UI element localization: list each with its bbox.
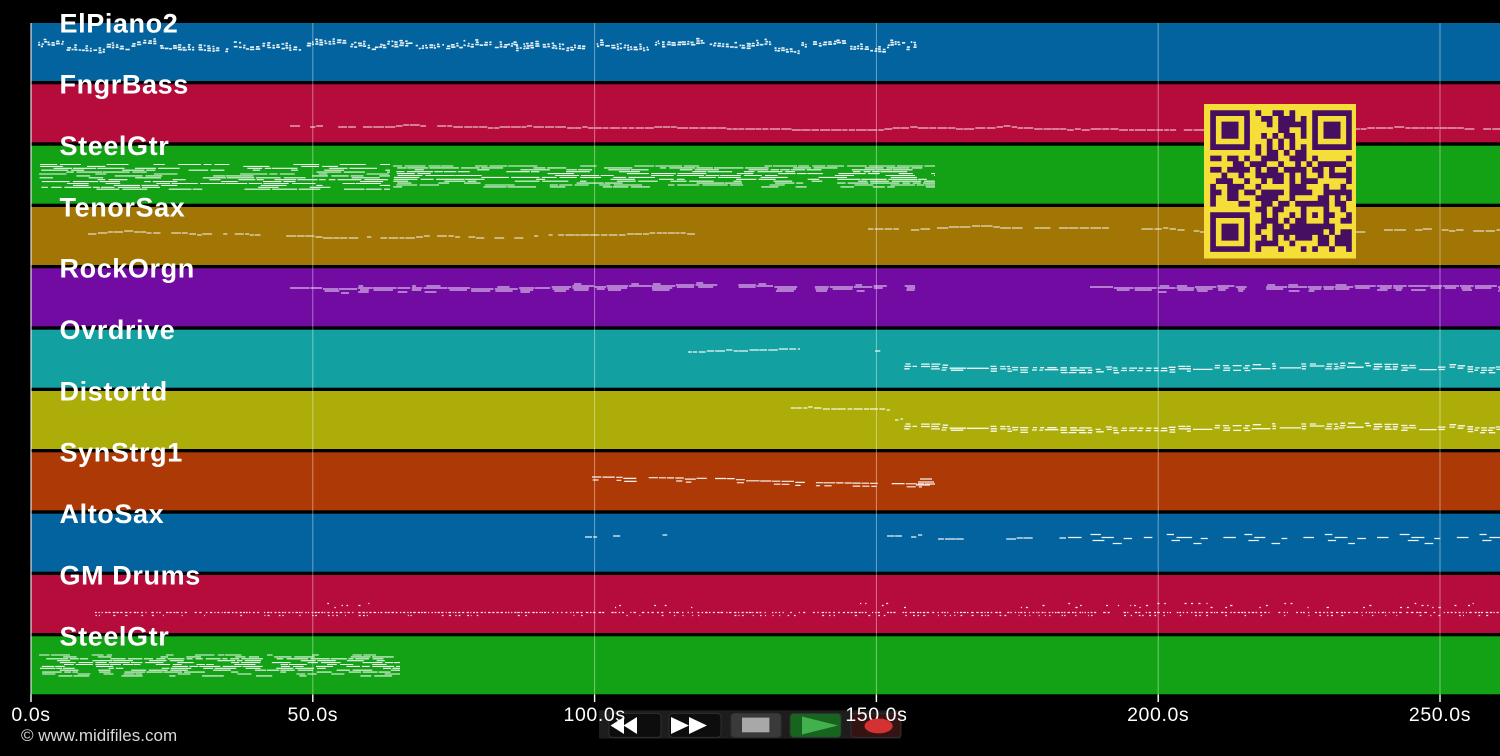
- svg-text:SynStrg1: SynStrg1: [60, 438, 183, 468]
- svg-text:AltoSax: AltoSax: [60, 499, 165, 529]
- svg-text:SteelGtr: SteelGtr: [60, 622, 170, 652]
- svg-text:250.0s: 250.0s: [1409, 704, 1471, 726]
- svg-text:200.0s: 200.0s: [1127, 704, 1189, 726]
- svg-text:FngrBass: FngrBass: [60, 70, 189, 100]
- svg-text:150.0s: 150.0s: [845, 704, 907, 726]
- svg-text:ElPiano2: ElPiano2: [60, 8, 179, 38]
- svg-text:Distortd: Distortd: [60, 376, 168, 406]
- svg-text:RockOrgn: RockOrgn: [60, 254, 195, 284]
- svg-text:GM Drums: GM Drums: [60, 560, 201, 590]
- svg-text:SteelGtr: SteelGtr: [60, 131, 170, 161]
- svg-text:Ovrdrive: Ovrdrive: [60, 315, 176, 345]
- svg-text:50.0s: 50.0s: [287, 704, 338, 726]
- svg-text:TenorSax: TenorSax: [60, 192, 186, 222]
- svg-text:© www.midifiles.com: © www.midifiles.com: [21, 726, 177, 745]
- svg-text:0.0s: 0.0s: [11, 704, 50, 726]
- svg-text:100.0s: 100.0s: [564, 704, 626, 726]
